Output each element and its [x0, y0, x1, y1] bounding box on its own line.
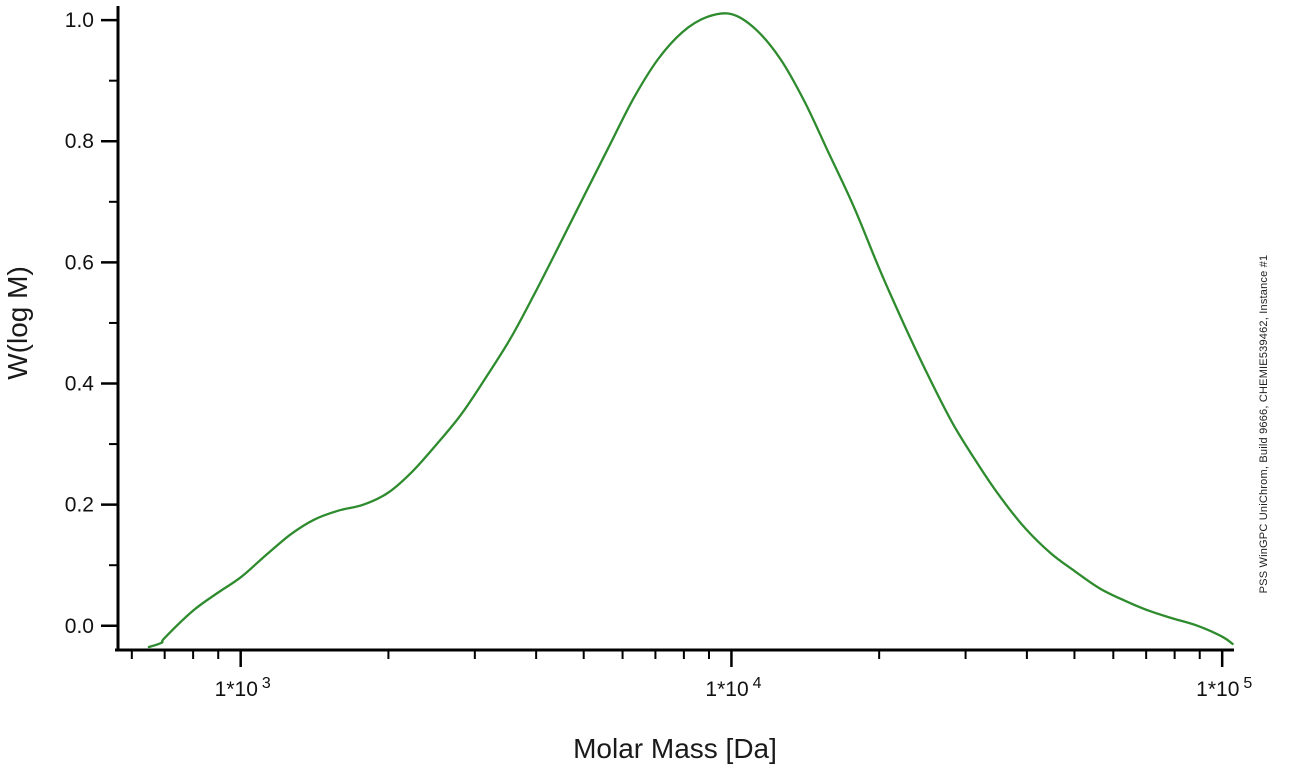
x-tick-label: 1*10 5 [1196, 675, 1252, 701]
y-tick-label: 0.0 [65, 615, 94, 638]
distribution-curve [147, 12, 1234, 649]
x-axis-major-ticks: 1*10 3 1*10 4 1*10 5 [215, 650, 1252, 701]
y-tick-label: 0.4 [65, 373, 95, 396]
y-axis-major-ticks: 0.0 0.2 0.4 0.6 0.8 1.0 [65, 9, 118, 638]
x-tick-label: 1*10 4 [705, 675, 761, 701]
y-tick-label: 1.0 [65, 9, 94, 32]
x-axis-title: Molar Mass [Da] [573, 733, 777, 764]
y-tick-label: 0.2 [65, 494, 94, 517]
y-tick-label: 0.6 [65, 251, 94, 274]
watermark-text: PSS WinGPC UniChrom, Build 9666, CHEMIE5… [1258, 255, 1270, 594]
x-tick-label: 1*10 3 [215, 675, 271, 701]
y-tick-label: 0.8 [65, 130, 94, 153]
y-axis-title: W(log M) [2, 266, 33, 380]
